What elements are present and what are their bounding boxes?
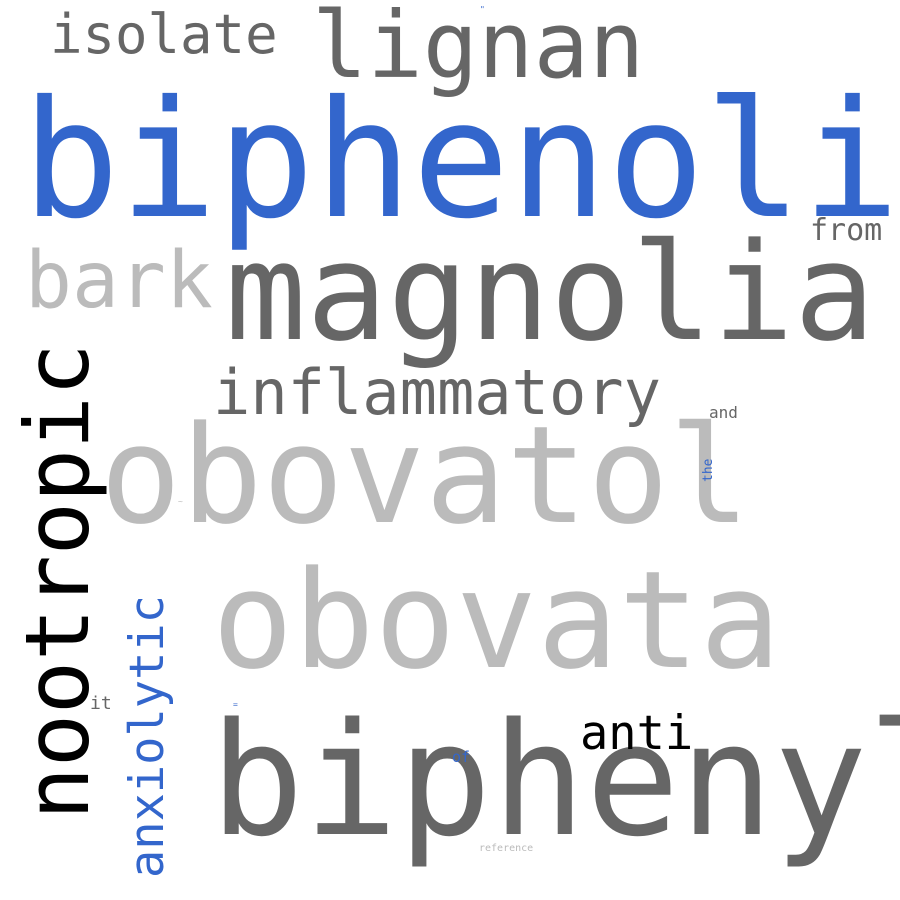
word-tiny-mark-top: " <box>480 5 485 14</box>
word-anti: anti <box>580 706 694 761</box>
word-biphenolic: biphenolic <box>22 67 900 255</box>
word-the: the <box>701 458 716 482</box>
word-biphenyl: biphenyl <box>210 689 900 871</box>
word-obovatol: obovatol <box>100 397 751 554</box>
word-it: it <box>90 693 112 714</box>
word-equals: = <box>233 700 238 709</box>
word-inflammatory: inflammatory <box>213 356 661 429</box>
word-tiny-mark-middle: ~ <box>178 497 183 506</box>
word-from: from <box>810 213 883 248</box>
word-lignan: lignan <box>312 0 645 99</box>
word-reference: reference <box>479 843 534 854</box>
word-nootropic: nootropic <box>6 343 109 820</box>
word-obovata: obovata <box>212 542 781 699</box>
word-bark: bark <box>25 236 213 326</box>
word-magnolia: magnolia <box>225 214 876 371</box>
word-of: of <box>452 748 471 766</box>
word-and: and <box>709 403 738 422</box>
word-anxiolytic: anxiolytic <box>120 595 175 878</box>
word-isolate: isolate <box>50 3 278 66</box>
